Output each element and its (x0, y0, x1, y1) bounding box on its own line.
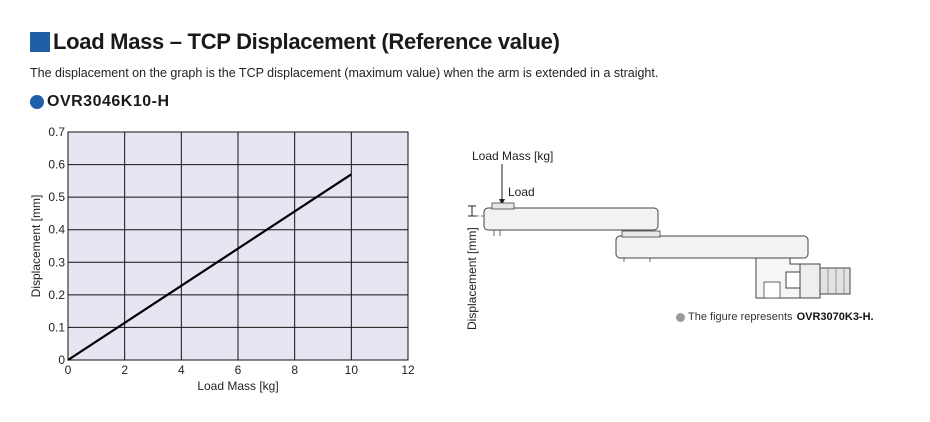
robot-base (755, 257, 851, 299)
x-tick-label: 2 (121, 363, 128, 377)
arm-link-1 (483, 202, 659, 236)
x-axis-label: Load Mass [kg] (197, 379, 278, 393)
x-tick-label: 10 (345, 363, 359, 377)
x-tick-label: 4 (178, 363, 185, 377)
y-tick-label: 0.3 (48, 255, 65, 269)
displacement-indicator (468, 205, 504, 217)
note-model: OVR3070K3-H. (796, 311, 874, 323)
x-tick-label: 0 (65, 363, 72, 377)
x-tick-label: 6 (235, 363, 242, 377)
bullet-dot-icon (30, 95, 44, 109)
section-header: Load Mass – TCP Displacement (Reference … (30, 28, 560, 56)
load-mass-label: Load Mass [kg] (472, 149, 553, 163)
note-dot-icon (676, 312, 685, 322)
y-tick-label: 0.1 (48, 320, 65, 334)
load-label: Load (508, 185, 535, 199)
model-name: OVR3046K10-H (47, 93, 170, 110)
series-line (67, 173, 352, 361)
displacement-chart: 0 2 4 6 8 10 12 0 0.1 0.2 0.3 0.4 0.5 0.6 0.7 Load Mass… (29, 125, 415, 393)
model-header: OVR3046K10-H (30, 93, 170, 111)
y-tick-label: 0 (58, 353, 65, 367)
robot-arm-figure: Load Mass [kg] Load Displacement [mm] (465, 149, 851, 330)
title-square-icon (30, 32, 50, 52)
description: The displacement on the graph is the TCP… (30, 66, 659, 80)
x-tick-label: 12 (401, 363, 415, 377)
y-tick-label: 0.4 (48, 223, 65, 237)
y-tick-label: 0.6 (48, 158, 65, 172)
page-title: Load Mass – TCP Displacement (Reference … (53, 29, 560, 54)
y-tick-label: 0.2 (48, 288, 65, 302)
y-tick-label: 0.7 (48, 125, 65, 139)
note-text: The figure represents (688, 311, 793, 323)
y-axis-label: Displacement [mm] (29, 195, 43, 298)
y-tick-label: 0.5 (48, 190, 65, 204)
x-tick-label: 8 (291, 363, 298, 377)
arm-link-2 (615, 230, 809, 262)
figure-note: The figure represents OVR3070K3-H. (676, 311, 874, 323)
displacement-axis-label: Displacement [mm] (465, 227, 479, 330)
